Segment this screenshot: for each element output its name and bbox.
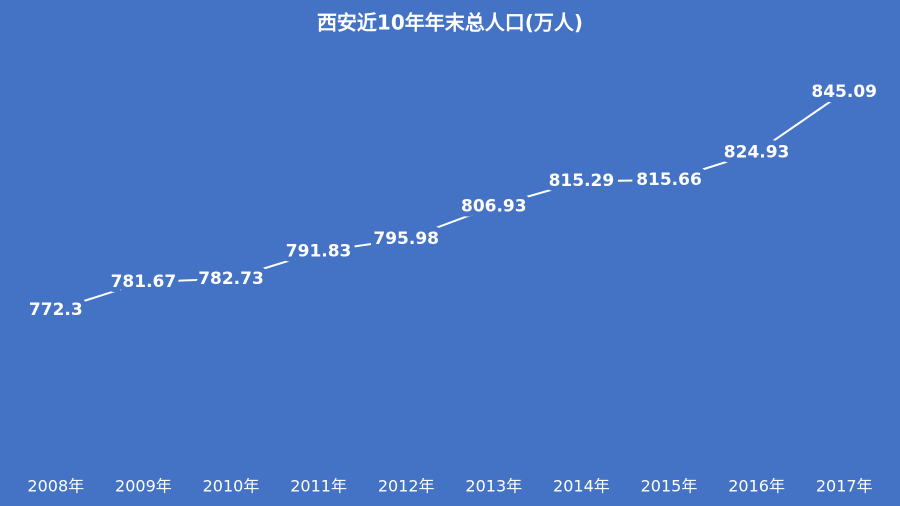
x-tick-label: 2017年	[816, 477, 873, 496]
x-tick-label: 2016年	[728, 477, 785, 496]
value-label: 806.93	[461, 196, 527, 216]
value-label: 772.3	[29, 300, 83, 320]
value-label: 845.09	[811, 82, 877, 102]
x-tick-label: 2011年	[290, 477, 347, 496]
value-label: 782.73	[198, 269, 264, 289]
x-tick-label: 2013年	[465, 477, 522, 496]
value-label: 795.98	[373, 229, 439, 249]
x-tick-label: 2008年	[27, 477, 84, 496]
x-tick-label: 2012年	[378, 477, 435, 496]
x-tick-label: 2009年	[115, 477, 172, 496]
value-label: 781.67	[111, 272, 177, 292]
value-label: 824.93	[724, 142, 790, 162]
value-label: 815.66	[636, 170, 702, 190]
x-tick-label: 2014年	[553, 477, 610, 496]
value-label: 791.83	[286, 242, 352, 262]
x-tick-label: 2015年	[641, 477, 698, 496]
x-tick-label: 2010年	[203, 477, 260, 496]
chart-title: 西安近10年年末总人口(万人)	[317, 11, 583, 35]
value-label: 815.29	[549, 171, 615, 191]
line	[55, 91, 845, 311]
